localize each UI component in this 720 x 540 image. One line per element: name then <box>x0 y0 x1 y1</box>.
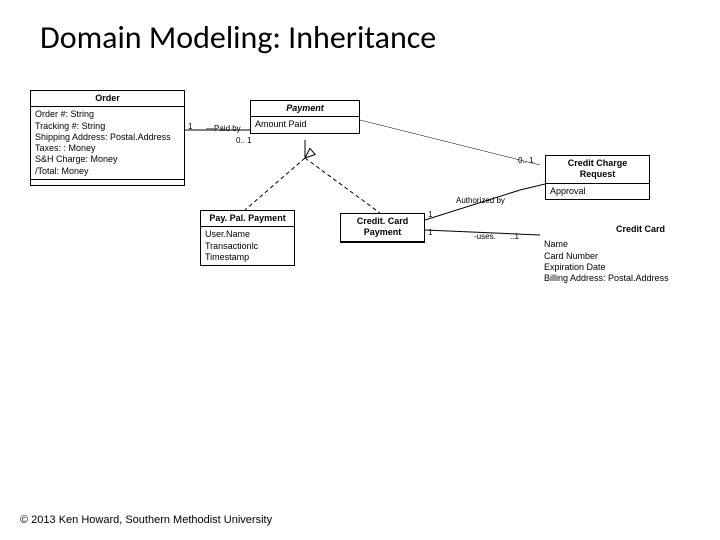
attr: Timestamp <box>205 252 290 263</box>
attr: Expiration Date <box>544 262 681 273</box>
class-payment-name: Payment <box>251 101 359 117</box>
class-credit-charge-request: Credit Charge Request Approval <box>545 155 650 200</box>
mult-ccpay-auth: 1 <box>428 210 432 219</box>
mult-ccreq: 0.. 1 <box>518 156 534 165</box>
class-ccreq-name1: Credit Charge <box>546 156 649 169</box>
attr: Card Number <box>544 251 681 262</box>
attr: Name <box>544 239 681 250</box>
attr: Billing Address: Postal.Address <box>544 273 681 284</box>
attr: Transactionlc <box>205 241 290 252</box>
class-ccreq-attrs: Approval <box>546 184 649 199</box>
mult-ccpay-uses: 1 <box>428 228 432 237</box>
footer-copyright: © 2013 Ken Howard, Southern Methodist Un… <box>20 514 272 526</box>
uml-diagram: Order Order #: String Tracking #: String… <box>20 80 700 370</box>
attr: Taxes: : Money <box>35 143 180 154</box>
attr: User.Name <box>205 229 290 240</box>
class-order-attrs: Order #: String Tracking #: String Shipp… <box>31 107 184 179</box>
assoc-uses: -uses. <box>474 232 496 241</box>
mult-order: 1 <box>188 122 192 131</box>
attr: /Total: Money <box>35 166 180 177</box>
slide-title: Domain Modeling: Inheritance <box>40 18 436 57</box>
attr: Order #: String <box>35 109 180 120</box>
assoc-paid-by: —Paid by <box>206 124 241 133</box>
mult-ccard: ..1 <box>510 232 519 241</box>
mult-payment: 0.. 1 <box>236 136 252 145</box>
class-ccreq-name2: Request <box>546 169 649 183</box>
attr: Approval <box>550 186 645 197</box>
class-payment-attrs: Amount Paid <box>251 117 359 132</box>
class-creditcard-payment: Credit. Card Payment <box>340 213 425 243</box>
class-order: Order Order #: String Tracking #: String… <box>30 90 185 186</box>
class-ccpay-name1: Credit. Card <box>341 214 424 227</box>
class-credit-card: Credit Card Name Card Number Expiration … <box>540 222 685 286</box>
class-ccard-attrs: Name Card Number Expiration Date Billing… <box>540 237 685 286</box>
class-paypal: Pay. Pal. Payment User.Name Transactionl… <box>200 210 295 266</box>
class-paypal-name: Pay. Pal. Payment <box>201 211 294 227</box>
assoc-authorized-by: Authorized by <box>456 196 505 205</box>
class-ccard-name: Credit Card <box>540 222 685 237</box>
attr: Tracking #: String <box>35 121 180 132</box>
class-paypal-attrs: User.Name Transactionlc Timestamp <box>201 227 294 265</box>
attr: Amount Paid <box>255 119 355 130</box>
class-order-name: Order <box>31 91 184 107</box>
class-payment: Payment Amount Paid <box>250 100 360 134</box>
attr: Shipping Address: Postal.Address <box>35 132 180 143</box>
class-ccpay-name2: Payment <box>341 227 424 241</box>
attr: S&H Charge: Money <box>35 154 180 165</box>
